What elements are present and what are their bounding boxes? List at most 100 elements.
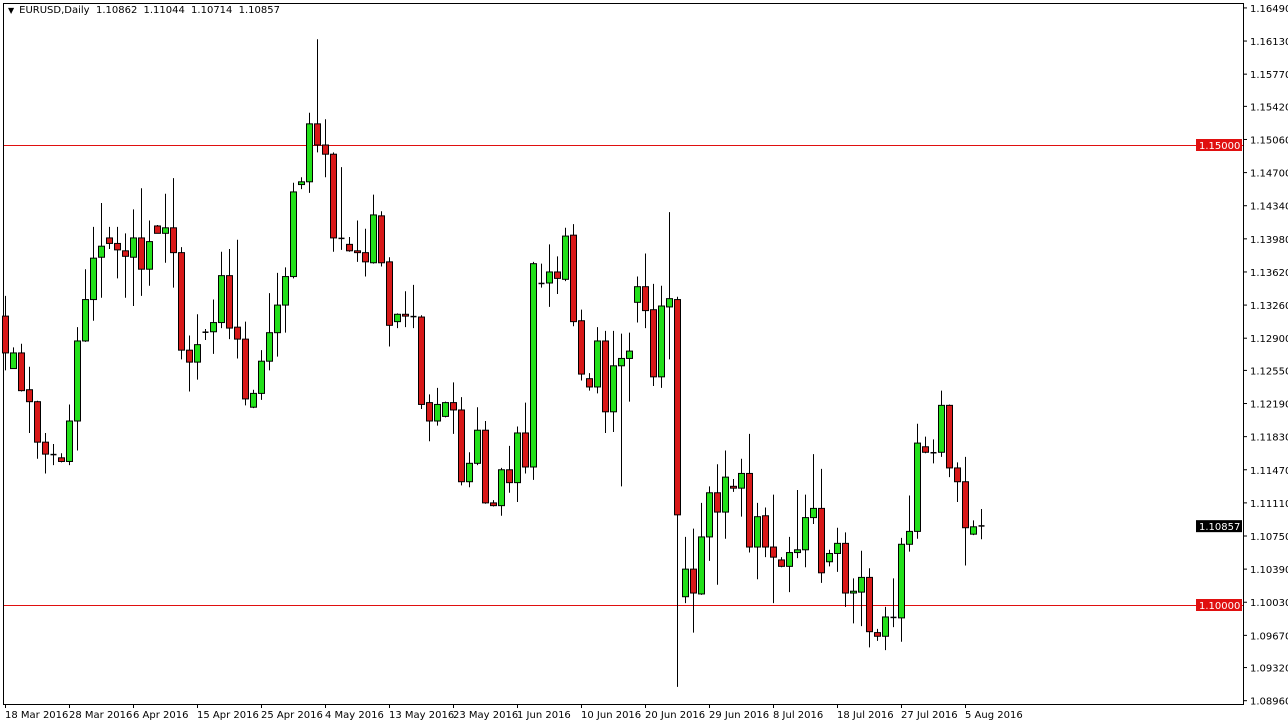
candle-body-bull: [754, 516, 761, 548]
candle: [18, 343, 25, 392]
candle-body-bull: [794, 549, 801, 554]
candle-body-bull: [738, 472, 745, 489]
candle-body-bull: [618, 357, 625, 367]
x-tick-label: 6 Apr 2016: [133, 710, 188, 721]
candle: [122, 233, 129, 298]
candle: [610, 330, 617, 433]
candle: [938, 390, 945, 457]
candle-body-bear: [362, 252, 369, 263]
candle-body-bear: [322, 144, 329, 155]
chart-header: ▼ EURUSD,Daily 1.10862 1.11044 1.10714 1.…: [8, 5, 283, 16]
symbol-label: EURUSD,Daily: [19, 5, 90, 16]
y-tick-label: 1.13260: [1250, 301, 1288, 312]
candle: [90, 226, 97, 321]
candle: [274, 272, 281, 357]
candle: [106, 226, 113, 249]
candle-body-bull: [82, 299, 89, 342]
y-tick-label: 1.15770: [1250, 70, 1288, 81]
candle: [58, 453, 65, 463]
candle-body-bull: [786, 552, 793, 567]
y-tick-label: 1.16130: [1250, 37, 1288, 48]
y-tick-label: 1.14340: [1250, 202, 1288, 213]
candle: [466, 452, 473, 488]
candle: [818, 468, 825, 583]
candle: [202, 329, 209, 341]
candle: [386, 257, 393, 347]
price-axis[interactable]: 1.16490 1.16130 1.15770 1.15420 1.15060 1.147…: [1243, 4, 1288, 708]
candle: [378, 211, 385, 267]
time-axis[interactable]: 18 Mar 2016 28 Mar 2016 6 Apr 2016 15 Apr 2…: [5, 704, 1023, 721]
candle-body-bear: [122, 250, 129, 257]
candle: [370, 194, 377, 264]
candle-body-bull: [162, 227, 169, 234]
candle-body-bear: [714, 492, 721, 513]
x-tick-label: 8 Jul 2016: [773, 710, 823, 721]
candle: [962, 456, 969, 566]
candle: [554, 256, 561, 295]
candle-body-bear: [778, 559, 785, 567]
y-tick-label: 1.09320: [1250, 664, 1288, 675]
candle: [10, 347, 17, 370]
candle: [690, 528, 697, 633]
candle-body-bear: [186, 349, 193, 363]
x-tick-label: 23 May 2016: [453, 710, 518, 721]
candle-body-bear: [954, 467, 961, 483]
x-tick-label: 29 Jun 2016: [709, 710, 769, 721]
last-price-tag-bg: [1196, 520, 1242, 533]
candle-body-bear: [946, 404, 953, 469]
candle-body-bull: [10, 352, 17, 370]
candle: [298, 177, 305, 190]
candle-body-bear: [922, 446, 929, 453]
candle: [178, 247, 185, 360]
candle: [586, 373, 593, 391]
candle-body-bear: [386, 261, 393, 326]
candle: [146, 220, 153, 286]
y-tick-label: 1.12550: [1250, 366, 1288, 377]
candle-body-bear: [866, 576, 873, 633]
candle-body-bull: [282, 276, 289, 306]
candle-body-bull: [370, 214, 377, 264]
high-value: 1.11044: [143, 5, 185, 16]
candle-body-bull: [258, 360, 265, 394]
candle: [770, 494, 777, 604]
candle-body-bear: [138, 237, 145, 270]
candle: [850, 578, 857, 624]
candle: [442, 401, 449, 418]
candle: [42, 432, 49, 474]
candle-body-bear: [314, 123, 321, 146]
y-tick-label: 1.09670: [1250, 631, 1288, 642]
y-tick-label: 1.14700: [1250, 169, 1288, 180]
candle-body-bull: [298, 181, 305, 186]
candle: [258, 350, 265, 400]
y-tick-label: 1.12900: [1250, 334, 1288, 345]
y-tick-label: 1.10750: [1250, 532, 1288, 543]
dropdown-triangle-icon[interactable]: ▼: [8, 6, 15, 15]
candle-body-bull: [858, 576, 865, 593]
level-price-tag: 1.10000: [1199, 601, 1240, 612]
candle: [570, 224, 577, 327]
x-tick-label: 18 Jul 2016: [837, 710, 894, 721]
candle-body-bear: [554, 271, 561, 279]
x-tick-label: 27 Jul 2016: [901, 710, 958, 721]
candle: [162, 193, 169, 263]
candle-body-bull: [626, 350, 633, 359]
candle: [834, 527, 841, 572]
candle-body-bull: [66, 420, 73, 462]
candle: [658, 285, 665, 388]
candle-body-bear: [34, 401, 41, 443]
candle-body-bull: [914, 442, 921, 532]
candle-body-bull: [266, 332, 273, 362]
x-tick-label: 5 Aug 2016: [965, 710, 1023, 721]
candle: [874, 628, 881, 641]
candle-body-bull: [810, 507, 817, 519]
price-tags: 1.15000 1.10000 1.10857: [1196, 139, 1242, 612]
candle-body-bear: [106, 237, 113, 244]
candle-body-bull: [698, 536, 705, 595]
y-tick-label: 1.13620: [1250, 268, 1288, 279]
candle-body-bear: [570, 234, 577, 323]
candle: [866, 568, 873, 648]
candle-body-bear: [746, 472, 753, 548]
candle: [338, 167, 345, 250]
